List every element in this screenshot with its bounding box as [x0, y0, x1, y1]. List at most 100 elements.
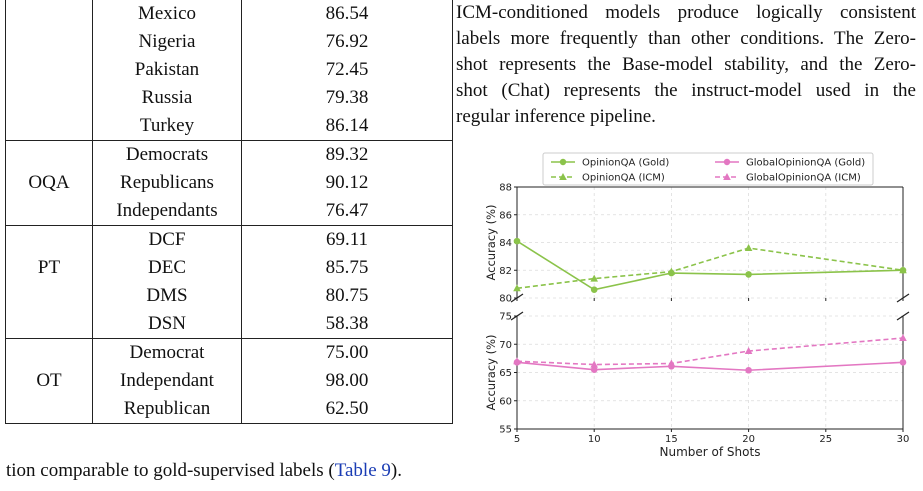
- table-group-cell: [5, 395, 93, 424]
- legend-label: GlobalOpinionQA (Gold): [746, 158, 865, 169]
- table-row: DCF 69.11: [5, 225, 453, 254]
- results-table: Mexico 86.54 Nigeria 76.92 Pakistan 72.45 Russ…: [5, 0, 453, 424]
- table-value-cell: 90.12: [241, 169, 453, 197]
- data-point: [590, 274, 598, 282]
- y-axis-label: Accuracy (%): [484, 204, 498, 280]
- table-condition-cell: Russia: [92, 84, 242, 112]
- table-row: Pakistan 72.45: [5, 56, 453, 84]
- body-text-after: ).: [390, 460, 402, 481]
- table-condition-cell: Democrats: [92, 140, 242, 169]
- table-group-cell: [5, 310, 93, 339]
- series-line: [516, 337, 904, 366]
- table-row: OT Independant 98.00: [5, 367, 453, 395]
- table-group-cell: [5, 338, 93, 367]
- table-value-cell: 80.75: [241, 282, 453, 310]
- table-condition-cell: Pakistan: [92, 56, 242, 84]
- y-tick-label: 82: [499, 266, 512, 277]
- table-group-cell: [5, 28, 93, 56]
- table-value-cell: 79.38: [241, 84, 453, 112]
- table-row: Democrat 75.00: [5, 338, 453, 367]
- x-tick-label: 25: [819, 434, 832, 445]
- table-group-cell: OT: [5, 367, 93, 395]
- data-point: [745, 366, 752, 374]
- table-group-cell: [5, 0, 93, 28]
- x-axis-label: Number of Shots: [660, 445, 761, 459]
- legend-label: OpinionQA (ICM): [582, 173, 665, 184]
- table-value-cell: 62.50: [241, 395, 453, 424]
- x-tick-label: 30: [897, 434, 910, 445]
- table-condition-cell: Mexico: [92, 0, 242, 28]
- table-condition-cell: Nigeria: [92, 28, 242, 56]
- table-condition-cell: Republican: [92, 395, 242, 424]
- legend-marker: [723, 173, 731, 180]
- table-value-cell: 72.45: [241, 56, 453, 84]
- paragraph-line: ICM-conditioned models produce logically…: [456, 2, 916, 23]
- y-tick-label: 55: [499, 425, 512, 436]
- body-text-before: tion comparable to gold-supervised label…: [6, 460, 335, 481]
- table-value-cell: 98.00: [241, 367, 453, 395]
- table-value-cell: 86.54: [241, 0, 453, 28]
- y-tick-label: 65: [499, 368, 512, 379]
- data-point: [667, 359, 676, 367]
- table-value-cell: 89.32: [241, 140, 453, 169]
- table-condition-cell: DEC: [92, 254, 242, 282]
- legend-marker: [559, 173, 567, 180]
- body-text: tion comparable to gold-supervised label…: [6, 460, 402, 482]
- x-tick-label: 10: [588, 434, 601, 445]
- table-group-cell: [5, 56, 93, 84]
- data-point: [590, 366, 598, 373]
- table-group-cell: [5, 282, 93, 310]
- table-group-cell: [5, 140, 93, 169]
- data-point: [513, 237, 521, 245]
- table-row: OQA Republicans 90.12: [5, 169, 453, 197]
- series-line: [516, 240, 904, 291]
- table-value-cell: 86.14: [241, 112, 453, 141]
- table-group-cell: [5, 197, 93, 226]
- paragraph-line: regular inference pipeline.: [456, 106, 656, 127]
- x-tick-label: 5: [514, 434, 520, 445]
- legend-box: [542, 152, 874, 186]
- data-point: [744, 244, 753, 252]
- axis-break-mark: [896, 311, 910, 321]
- paragraph-line: shot represents the Base-model stability…: [456, 54, 916, 75]
- paragraph: ICM-conditioned models produce logically…: [456, 0, 916, 130]
- data-point: [899, 334, 907, 342]
- table-group-cell: [5, 112, 93, 141]
- table-group-cell: [5, 225, 93, 254]
- table-condition-cell: DSN: [92, 310, 242, 339]
- data-point: [590, 286, 598, 293]
- table-condition-cell: DCF: [92, 225, 242, 254]
- legend-marker: [559, 158, 567, 166]
- table-row: Russia 79.38: [5, 84, 453, 112]
- table-reference-link[interactable]: Table 9: [334, 460, 391, 481]
- table-row: Democrats 89.32: [5, 140, 453, 169]
- table-condition-cell: Independant: [92, 367, 242, 395]
- data-point: [745, 271, 752, 278]
- data-point: [899, 359, 907, 366]
- table-row: Turkey 86.14: [5, 112, 453, 141]
- table-condition-cell: Republicans: [92, 169, 242, 197]
- y-tick-label: 70: [499, 340, 512, 351]
- table-value-cell: 58.38: [241, 310, 453, 339]
- data-point: [744, 347, 753, 355]
- table-value-cell: 76.92: [241, 28, 453, 56]
- x-tick-label: 15: [665, 434, 678, 445]
- table-row: Republican 62.50: [5, 395, 453, 424]
- y-tick-label: 86: [499, 210, 512, 221]
- table-row: DMS 80.75: [5, 282, 453, 310]
- legend: OpinionQA (Gold) GlobalOpinionQA (Gold) Op…: [542, 152, 874, 186]
- y-tick-label: 75: [499, 312, 512, 323]
- table-group-cell: [5, 84, 93, 112]
- table-value-cell: 69.11: [241, 225, 453, 254]
- table-value-cell: 75.00: [241, 338, 453, 367]
- table-condition-cell: Turkey: [92, 112, 242, 141]
- y-tick-label: 88: [499, 183, 512, 194]
- table-value-cell: 85.75: [241, 254, 453, 282]
- table-row: Mexico 86.54: [5, 0, 453, 28]
- table-condition-cell: DMS: [92, 282, 242, 310]
- data-point: [667, 267, 676, 275]
- table-row: Independants 76.47: [5, 197, 453, 226]
- legend-label: OpinionQA (Gold): [582, 158, 669, 169]
- table-group-cell: OQA: [5, 169, 93, 197]
